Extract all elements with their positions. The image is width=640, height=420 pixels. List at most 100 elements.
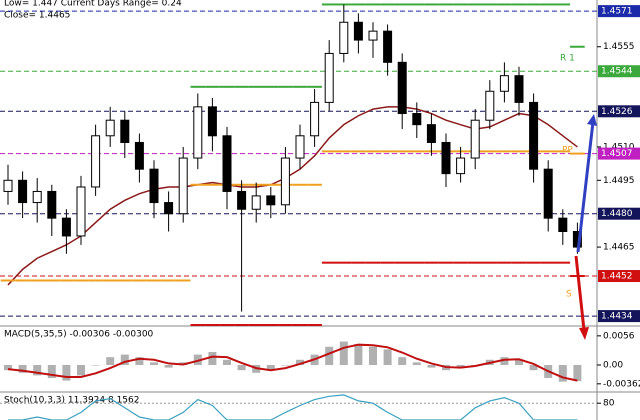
candle-body [266,195,276,206]
level-label: 1.4571 [601,7,633,17]
level-label: 1.4452 [601,272,633,282]
level-box [598,65,640,78]
macd-bar [412,362,421,365]
macd-bar [383,349,392,365]
level-box [598,5,640,18]
candle-body [310,101,320,137]
candle-body [470,119,480,159]
y-tick-label: 1.4495 [603,176,635,186]
candle-body [91,135,101,188]
candle-body [18,179,28,204]
candle-body [441,141,451,175]
arrow-head [587,114,597,126]
level-label: 1.4526 [601,107,633,117]
candle-body [397,61,407,115]
macd-bar [398,357,407,365]
projection-arrow [574,255,586,331]
macd-bar [529,364,538,371]
candle-body [105,119,115,137]
macd-bar [325,346,334,365]
y-tick-label: 80 [603,399,615,409]
macd-bar [369,346,377,365]
macd-bar [266,364,275,371]
macd-bar [106,357,115,365]
macd-signal [7,343,578,382]
level-box [598,270,640,283]
macd-bar [281,364,290,366]
candle-body [514,75,524,103]
candle-body [295,135,305,159]
macd-bar [18,364,27,373]
macd-bar [62,364,71,381]
candle-body [280,157,290,206]
level-annotation: S [566,290,572,300]
candle-body [426,124,436,143]
candle-body [222,135,232,192]
level-box [598,207,640,220]
macd-bar [4,364,12,371]
macd-bar [164,364,173,368]
macd-bar [193,354,202,365]
candle-body [383,30,393,63]
candle-body [339,21,349,54]
candle-body [456,157,466,175]
y-tick-label: 0.00 [603,360,623,370]
macd-bar [573,364,582,382]
level-label: 1.4480 [601,209,633,219]
macd-bar [296,359,304,365]
candle-body [61,217,71,237]
level-label: 1.4507 [601,149,633,159]
candle-body [120,119,130,143]
candle-body [32,190,42,204]
header-line: Low= 1.447 Current Days Range= 0.24 [4,0,182,9]
macd-bar [208,351,217,365]
candle-body [149,168,159,204]
macd-bar [456,364,465,368]
arrow-head [579,327,589,340]
candle-body [134,141,144,170]
stoch-title: Stoch(10,3,3) 11.3924 8.1562 [4,396,139,406]
macd-bar [120,354,129,365]
candle-body [543,168,553,219]
y-tick-label: 0.0056 [603,331,635,341]
macd-bar [47,364,56,378]
macd-title: MACD(5,35,5) -0.00306 -0.00300 [4,330,154,340]
header-line: Close= 1.4465 [4,11,70,21]
y-tick-label: 1.4555 [603,42,635,52]
level-box [598,310,640,323]
level-box [598,147,640,160]
candle-body [193,106,203,159]
y-tick-label: 1.4465 [603,243,635,253]
level-box [598,105,640,118]
macd-bar [354,344,363,365]
y-tick-label: 1.4510 [603,142,635,152]
candle-body [412,113,422,126]
macd-bar [91,364,100,366]
candle-body [207,106,217,137]
candle-body [178,157,188,215]
candle-body [3,179,13,192]
candle-body [237,190,247,210]
candle-body [368,30,378,41]
candle-body [76,186,86,237]
macd-bar [237,364,246,371]
level-annotation: PP [562,146,573,156]
macd-bar [33,364,42,376]
stoch-line [8,394,578,420]
candle-body [353,21,363,41]
macd-bar [427,364,436,368]
candle-body [558,217,568,233]
level-annotation: R 1 [560,54,575,64]
candle-body [529,101,539,170]
y-tick-label: -0.00362 [603,379,640,389]
candle-body [164,202,174,215]
macd-bar [223,359,231,365]
candle-body [499,75,509,92]
macd-bar [339,341,348,365]
moving-average [7,106,578,286]
macd-bar [77,364,85,376]
macd-bar [150,362,158,365]
candle-body [47,190,57,219]
level-label: 1.4544 [601,67,633,77]
